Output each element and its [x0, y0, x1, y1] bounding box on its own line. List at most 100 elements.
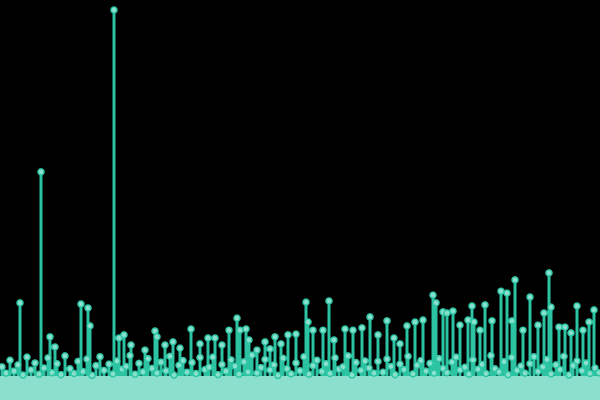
stem-marker [244, 368, 252, 376]
stem-marker [66, 365, 74, 373]
stem-marker [205, 363, 213, 371]
stem-marker [46, 333, 54, 341]
stem-marker [153, 333, 161, 341]
stem-marker [495, 368, 503, 376]
stem-marker [569, 361, 577, 370]
stem-marker [396, 340, 404, 348]
stem-marker [508, 353, 516, 362]
stem-marker [151, 327, 159, 335]
stem-marker [530, 352, 538, 361]
stem-marker [235, 370, 243, 379]
stem-marker [77, 300, 85, 308]
stem-marker [591, 364, 599, 372]
stem-marker [27, 366, 35, 374]
stem-marker [218, 360, 226, 369]
stem-marker [476, 326, 484, 334]
stem-marker [578, 367, 586, 375]
stem-marker [456, 321, 464, 329]
stem-marker [411, 318, 419, 326]
stem-marker [358, 324, 366, 332]
stem-marker [120, 331, 128, 339]
stem-marker [242, 325, 250, 333]
stem-marker [148, 364, 156, 373]
stem-marker [16, 299, 24, 307]
stem-marker [585, 318, 593, 326]
stem-marker [6, 356, 14, 364]
stem-marker [113, 357, 121, 365]
stem-marker [573, 302, 581, 310]
stem-marker [500, 358, 508, 366]
stem-marker [96, 352, 104, 361]
stem-marker [430, 369, 438, 377]
stem-marker [261, 338, 269, 346]
stem-marker [279, 354, 287, 363]
stem-marker [214, 370, 222, 379]
stem-marker [31, 359, 39, 367]
stem-marker [344, 352, 352, 360]
stem-marker [379, 368, 387, 377]
stem-marker [390, 334, 398, 342]
stem-marker [196, 353, 204, 362]
stem-marker [449, 307, 457, 315]
stem-marker [110, 6, 118, 14]
stem-marker [10, 367, 18, 375]
stem-marker [357, 366, 365, 375]
stem-marker [309, 361, 317, 370]
stem-marker [277, 340, 285, 348]
stem-marker [488, 317, 496, 325]
stem-marker [57, 370, 65, 379]
stem-marker [465, 370, 473, 379]
stem-marker [292, 359, 300, 367]
stem-marker [274, 371, 282, 380]
stem-marker [374, 357, 382, 366]
stem-marker [519, 326, 527, 334]
stem-marker [526, 359, 534, 368]
stem-marker [443, 309, 451, 317]
stem-marker [404, 352, 412, 361]
stem-marker [383, 317, 391, 325]
stem-marker [231, 362, 239, 370]
stem-marker [100, 366, 108, 375]
stem-marker [157, 358, 165, 366]
stem-marker [374, 331, 382, 339]
stem-marker [543, 355, 551, 364]
stem-marker [61, 352, 69, 360]
stem-marker [400, 365, 408, 374]
stem-marker [545, 269, 553, 277]
stem-marker [162, 367, 170, 375]
stem-marker [227, 356, 235, 364]
stem-marker [443, 368, 451, 377]
stem-marker [271, 333, 279, 341]
stem-marker [196, 340, 204, 348]
stem-marker [413, 361, 421, 370]
stem-marker [48, 368, 56, 377]
stem-marker [370, 369, 378, 377]
stem-marker [283, 365, 291, 373]
stem-marker [511, 276, 519, 284]
stem-marker [429, 291, 437, 299]
stem-marker [469, 356, 477, 364]
stem-marker [426, 359, 434, 368]
stem-marker [257, 363, 265, 372]
stem-marker [19, 371, 27, 379]
stem-marker [300, 352, 308, 361]
stem-marker [161, 341, 169, 349]
stem-marker [560, 352, 568, 361]
stem-marker [35, 370, 43, 379]
stem-marker [552, 361, 560, 369]
stem-marker [565, 371, 573, 379]
stem-marker [253, 346, 261, 354]
stem-marker [348, 371, 356, 379]
stem-marker [349, 326, 357, 334]
stem-marker [534, 367, 542, 376]
stem-marker [302, 298, 310, 306]
stem-marker [23, 353, 31, 361]
stem-marker [70, 369, 78, 378]
stem-marker [183, 368, 191, 377]
stem-marker [313, 356, 321, 364]
stem-marker [478, 360, 486, 369]
stem-marker [225, 326, 233, 334]
stem-marker [567, 329, 575, 337]
stem-marker [470, 318, 478, 326]
